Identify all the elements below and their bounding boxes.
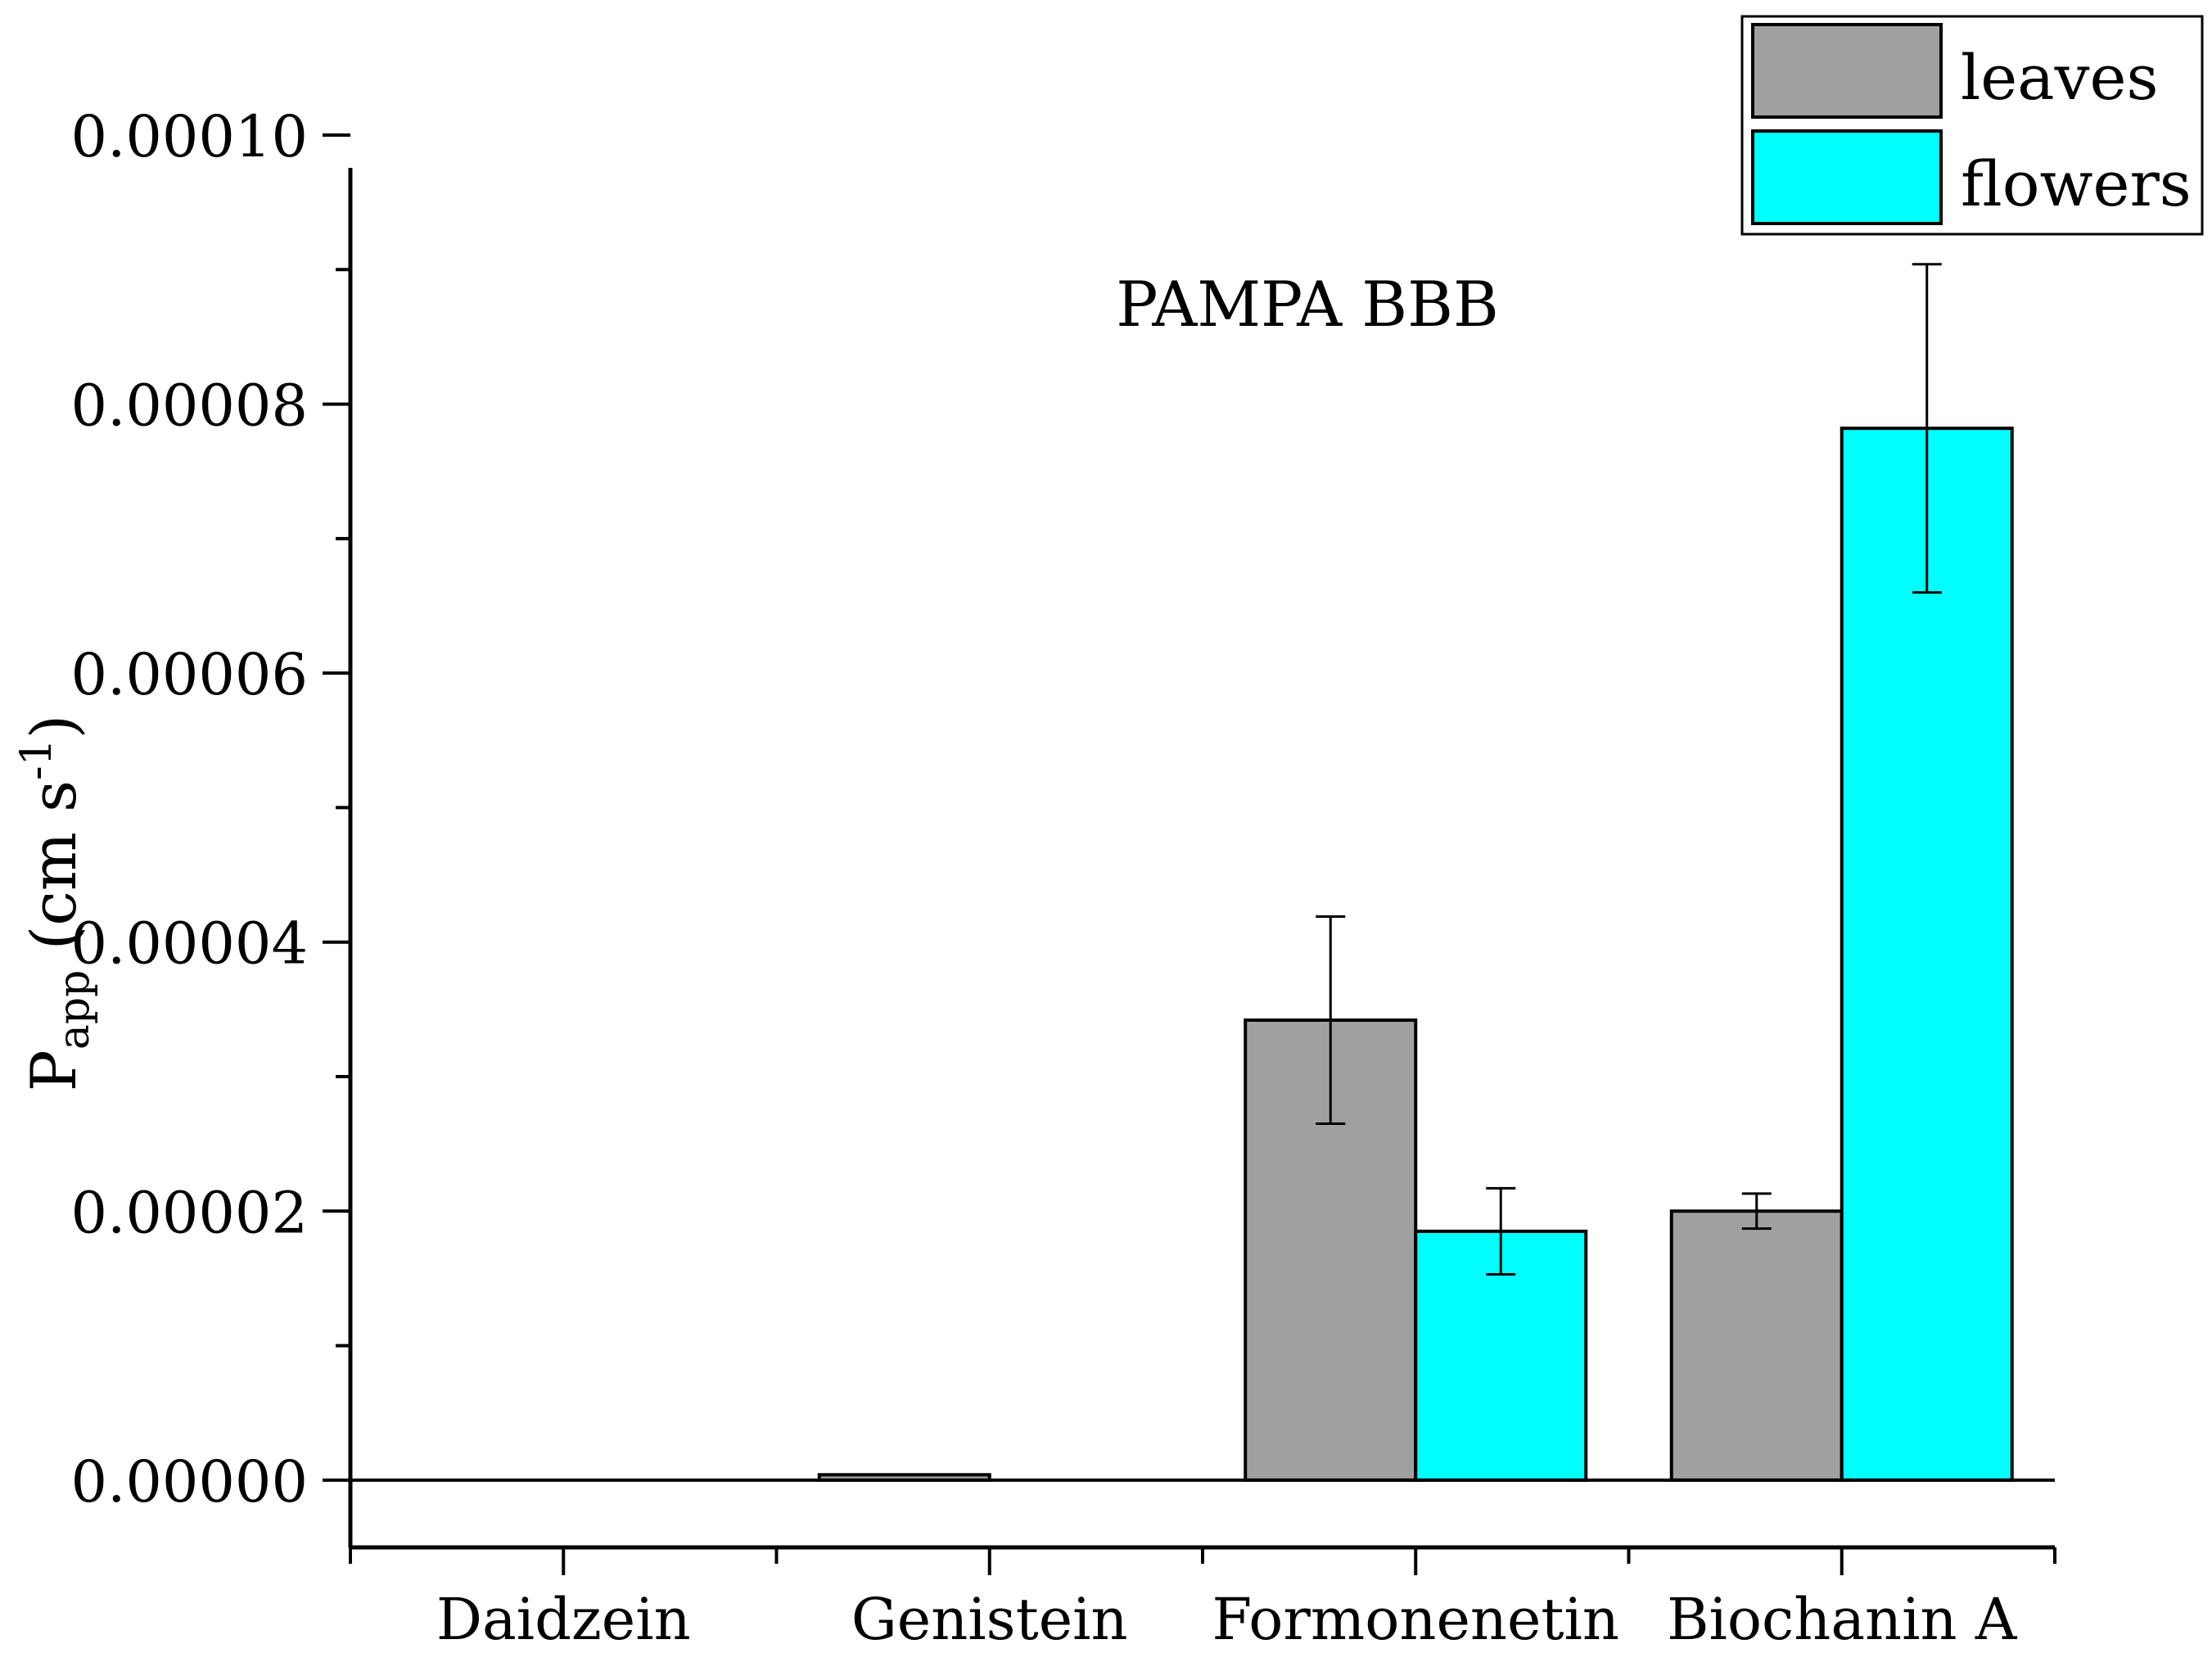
y-axis-label-main: P <box>17 1050 90 1091</box>
legend-label-flowers: flowers <box>1961 147 2192 220</box>
bar-0-3 <box>1669 1209 1844 1482</box>
y-tick-label-3: 0.00006 <box>71 641 308 708</box>
y-tick-label-1: 0.00002 <box>71 1179 308 1246</box>
y-axis-label-subscript: app <box>50 970 99 1050</box>
y-axis-label-close: ) <box>17 715 90 739</box>
y-axis-label: Papp (cm s-1) <box>12 715 99 1092</box>
x-tick-label-1: Genistein <box>851 1586 1128 1653</box>
x-tick-label-2: Formonenetin <box>1212 1586 1620 1653</box>
y-axis-label-units: (cm s <box>17 780 90 970</box>
x-tick-label-0: Daidzein <box>436 1586 691 1653</box>
y-tick-label-4: 0.00008 <box>71 373 308 440</box>
chart-title: PAMPA BBB <box>1116 268 1499 341</box>
legend-label-leaves: leaves <box>1961 41 2159 114</box>
error-bars-layer <box>1316 263 1942 1276</box>
bars-layer <box>817 427 2014 1482</box>
bar-1-3 <box>1840 427 2014 1482</box>
y-tick-label-2: 0.00004 <box>71 910 308 978</box>
y-tick-label-5: 0.00010 <box>71 103 308 170</box>
y-tick-label-0: 0.00000 <box>71 1448 308 1515</box>
legend-swatch-leaves <box>1751 23 1943 119</box>
legend-swatch-flowers <box>1751 129 1943 225</box>
y-axis-label-superscript: -1 <box>12 738 61 780</box>
axes-layer: 0.00000 0.00002 0.00004 0.00006 0.00008 0.000… <box>71 103 2056 1653</box>
x-tick-label-3: Biochanin A <box>1667 1586 2018 1653</box>
legend: leaves flowers <box>1740 15 2204 236</box>
